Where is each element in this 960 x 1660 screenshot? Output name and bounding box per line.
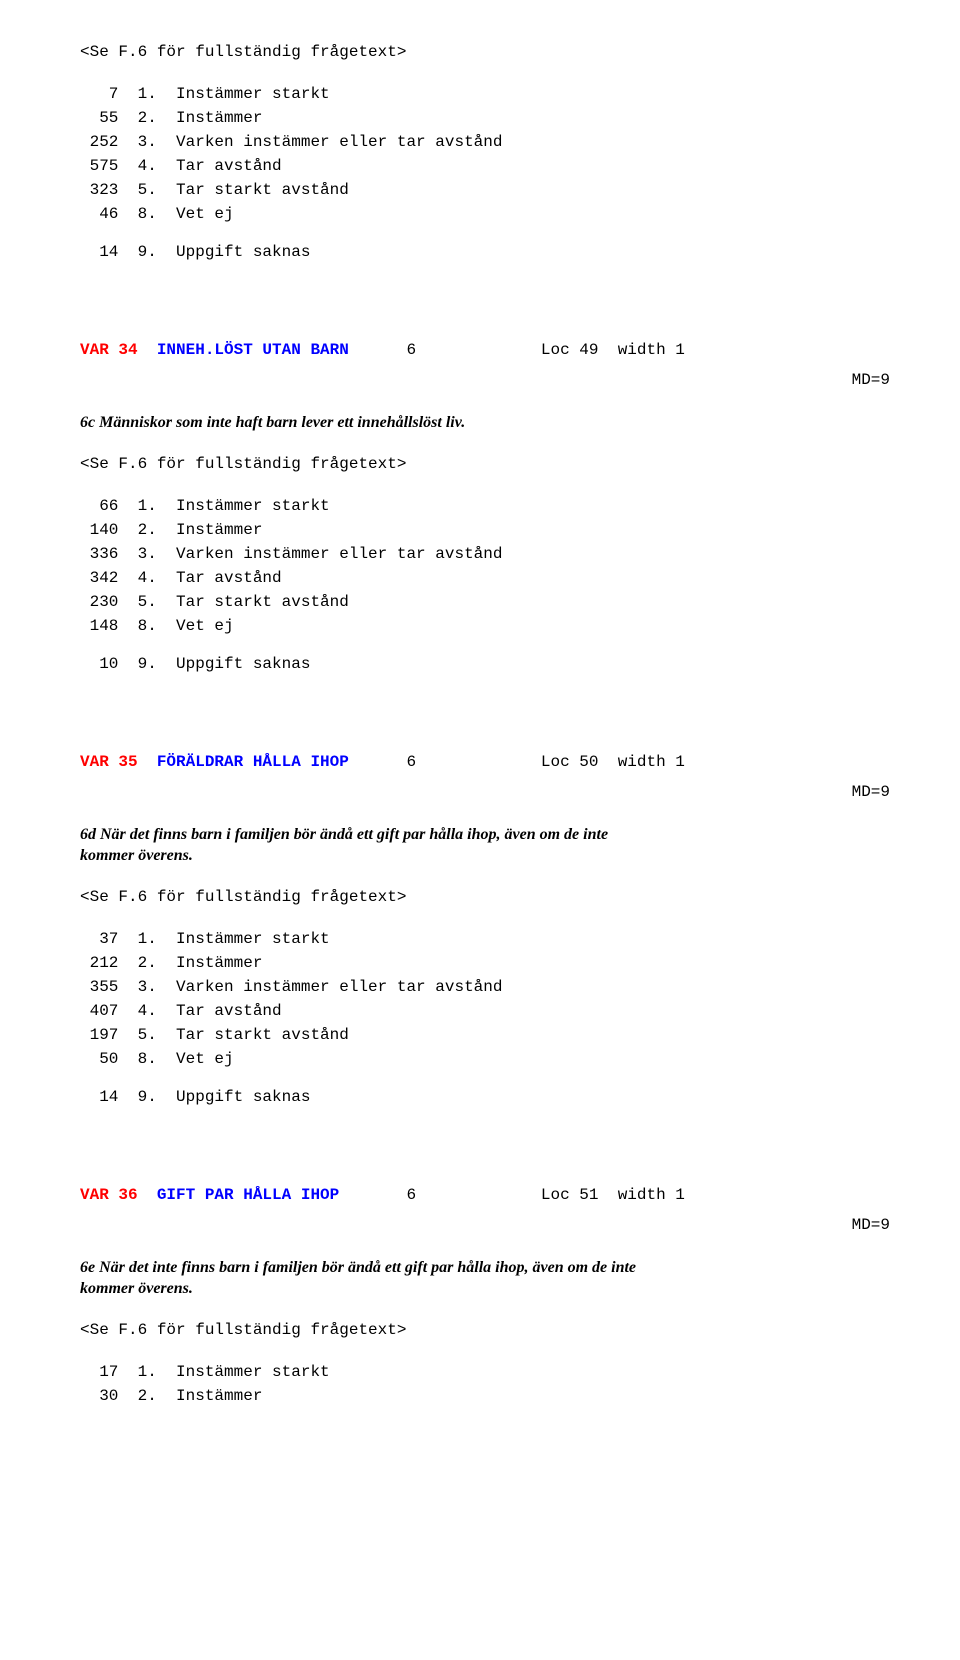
answer-row: 342 4. Tar avstånd [80,566,900,590]
var35-header: VAR 35 FÖRÄLDRAR HÅLLA IHOP 6 Loc 50 wid… [80,750,900,774]
answer-row: 575 4. Tar avstånd [80,154,900,178]
answer-row: 212 2. Instämmer [80,951,900,975]
answer-row: 230 5. Tar starkt avstånd [80,590,900,614]
var-title: GIFT PAR HÅLLA IHOP [138,1186,407,1204]
see-ref-36: <Se F.6 för fullständig frågetext> [80,1318,900,1342]
var-num: 6 [406,753,425,771]
var-num: 6 [406,341,425,359]
answer-row: 323 5. Tar starkt avstånd [80,178,900,202]
var-label: VAR 35 [80,753,138,771]
var36-question: 6e När det inte finns barn i familjen bö… [80,1257,640,1300]
answer-row: 7 1. Instämmer starkt [80,82,900,106]
missing-row: 14 9. Uppgift saknas [80,1085,900,1109]
missing-row: 14 9. Uppgift saknas [80,240,900,264]
var-width: width 1 [618,341,685,359]
var-num: 6 [406,1186,425,1204]
missing-row: 10 9. Uppgift saknas [80,652,900,676]
see-ref-0: <Se F.6 för fullständig frågetext> [80,40,900,64]
var-loc: Loc 49 [426,341,618,359]
answer-row: 50 8. Vet ej [80,1047,900,1071]
answers-block-36: 17 1. Instämmer starkt 30 2. Instämmer [80,1360,900,1408]
answer-row: 197 5. Tar starkt avstånd [80,1023,900,1047]
var36-md: MD=9 [80,1213,900,1237]
answer-row: 407 4. Tar avstånd [80,999,900,1023]
var34-question: 6c Människor som inte haft barn lever et… [80,412,640,434]
answer-row: 148 8. Vet ej [80,614,900,638]
var35-md: MD=9 [80,780,900,804]
var35-question: 6d När det finns barn i familjen bör änd… [80,824,640,867]
answers-block-0: 7 1. Instämmer starkt 55 2. Instämmer 25… [80,82,900,264]
answer-row: 355 3. Varken instämmer eller tar avstån… [80,975,900,999]
answer-row: 140 2. Instämmer [80,518,900,542]
var-loc: Loc 50 [426,753,618,771]
answers-block-35: 37 1. Instämmer starkt 212 2. Instämmer … [80,927,900,1109]
var-width: width 1 [618,753,685,771]
answers-block-34: 66 1. Instämmer starkt 140 2. Instämmer … [80,494,900,676]
var34-md: MD=9 [80,368,900,392]
see-ref-34: <Se F.6 för fullständig frågetext> [80,452,900,476]
var34-header: VAR 34 INNEH.LÖST UTAN BARN 6 Loc 49 wid… [80,338,900,362]
see-ref-35: <Se F.6 för fullständig frågetext> [80,885,900,909]
var-label: VAR 36 [80,1186,138,1204]
var-title: INNEH.LÖST UTAN BARN [138,341,407,359]
answer-row: 252 3. Varken instämmer eller tar avstån… [80,130,900,154]
var-label: VAR 34 [80,341,138,359]
var-loc: Loc 51 [426,1186,618,1204]
answer-row: 37 1. Instämmer starkt [80,927,900,951]
answer-row: 30 2. Instämmer [80,1384,900,1408]
answer-row: 46 8. Vet ej [80,202,900,226]
answer-row: 55 2. Instämmer [80,106,900,130]
answer-row: 336 3. Varken instämmer eller tar avstån… [80,542,900,566]
var36-header: VAR 36 GIFT PAR HÅLLA IHOP 6 Loc 51 widt… [80,1183,900,1207]
var-title: FÖRÄLDRAR HÅLLA IHOP [138,753,407,771]
answer-row: 17 1. Instämmer starkt [80,1360,900,1384]
answer-row: 66 1. Instämmer starkt [80,494,900,518]
var-width: width 1 [618,1186,685,1204]
